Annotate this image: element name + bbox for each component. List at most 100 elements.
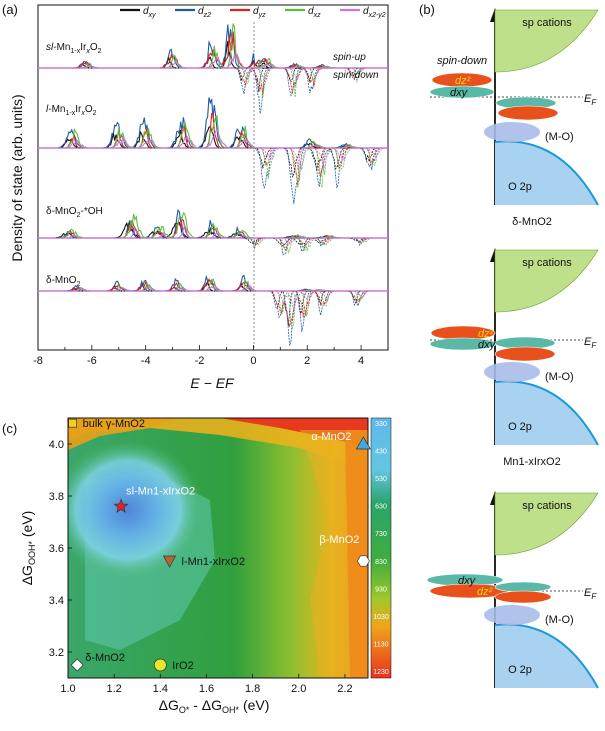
pdos-down-1-dyz [38,147,388,187]
o2p-label: O 2p [508,664,532,676]
o2p-label: O 2p [508,421,532,433]
pdos-x-ticks: -8 -6 -4 -2 0 2 4 [33,345,389,367]
heatmap-orange-right [345,430,368,678]
contour-point-label-4: β-MnO2 [319,534,359,546]
material-label: δ-MnO2 [512,216,552,228]
sp-cation-band [494,249,599,313]
stack-label-2: δ-MnO2-*OH [46,206,103,219]
pdos-tick-label: 4 [358,355,364,367]
legend-label-dx2y2: dx2-y2 [363,6,386,19]
pdos-down-3-dxz [38,290,388,329]
colorbar-tick-label: 330 [375,421,387,428]
sp-band-label: sp cations [522,17,572,29]
contour-points: bulk γ-MnO2 α-MnO2 sl-Mn1-xIrxO2 l-Mn1-xIrx… [68,418,371,672]
pdos-stack-labels: sl-Mn1-xIrxO2 l-Mn1-xIrxO2 δ-MnO2-*OH δ-MnO… [46,42,103,288]
contour-y-axis-label: ΔGOOH* (eV) [19,511,37,586]
pdos-down-3-dyz [38,290,388,328]
colorbar-tick-label: 1130 [373,641,388,648]
fermi-level-label: EF [584,336,597,350]
dxy-level-2 [494,581,552,593]
contour-x-tick-label: 1.2 [107,683,122,695]
dz2-label: dz² [478,328,494,340]
dz2-level-3 [497,105,559,121]
contour-point-label-6: IrO2 [172,660,193,672]
colorbar-tick-label: 830 [375,559,387,566]
heatmap-orange-left [68,418,180,450]
o2p-band [495,624,598,688]
dz2-label: dz² [455,75,471,87]
o2p-band [495,381,598,445]
legend-label-dyz: dyz [253,6,266,19]
pdos-frame [37,4,389,351]
dz2-level-3 [494,590,552,604]
pdos-down-3-dz2 [38,290,388,346]
pdos-xlabel-text: E − EF [190,375,235,391]
fermi-level-label: EF [584,93,597,107]
m-o-band [484,122,540,142]
pdos-down-1-dxz [38,147,388,188]
legend-label-dxy: dxy [143,6,156,19]
m-o-band [484,605,540,625]
stack-label-1: l-Mn1-xIrxO2 [46,104,97,117]
pdos-down-0-dx2y2 [38,67,388,81]
sp-cation-band [494,492,599,556]
pdos-y-axis-label: Density of state (arb. units) [9,94,25,261]
sp-cation-band [494,9,599,73]
pdos-tick-label: -4 [141,355,151,367]
dz2-label: dz² [477,586,493,598]
contour-point-label-0: bulk γ-MnO2 [83,418,145,430]
contour-x-tick-label: 1.4 [153,683,168,695]
sp-band-label: sp cations [522,257,572,269]
pdos-up-3-dz2 [38,274,388,292]
colorbar-tick-label: 630 [375,504,387,511]
contour-ticks: 1.0 1.2 1.4 1.6 1.8 2.0 2.2 3.2 3.4 3.6 3.8 4.0 [49,439,353,695]
contour-y-tick-label: 3.2 [49,647,64,659]
pdos-curves [38,23,388,346]
pdos-down-2-dxy [38,237,388,247]
contour-marker-6 [153,658,167,672]
m-o-label: (M-O) [545,131,574,143]
dz2-level-3 [494,346,556,362]
pdos-legend: dxy dz2 dyz dxz dx2-y2 [120,6,386,19]
pdos-tick-label: -2 [195,355,205,367]
m-o-band [484,362,540,382]
spin-down-label: spin-down [437,55,487,67]
contour-y-tick-label: 3.6 [49,543,64,555]
legend-label-dz2: dz2 [198,6,211,19]
colorbar-tick-label: 930 [375,586,387,593]
colorbar-tick-label: 1030 [373,614,389,621]
contour-marker-1 [355,436,371,450]
pdos-tick-label: -6 [87,355,97,367]
panel-label-b: (b) [419,2,435,17]
pdos-down-2-dyz [38,237,388,252]
colorbar-tick-label: 730 [375,531,387,538]
contour-marker-3 [162,555,177,568]
colorbar-ticks: 330 430 530 630 730 830 930 1030 1130 1230 [373,421,389,676]
dxy-label: dxy [450,87,469,99]
pdos-tick-label: 0 [250,355,256,367]
pdos-x-axis-label: E − EF [190,375,235,391]
heatmap-red-corner [220,418,368,448]
pdos-down-2-dxz [38,237,388,254]
contour-x-tick-label: 1.0 [60,683,75,695]
pdos-tick-label: -8 [33,355,43,367]
heatmap-blue-spot [68,440,203,580]
contour-x-tick-label: 2.0 [291,683,306,695]
pdos-up-2-dyz [38,218,388,239]
dxy-label: dxy [478,339,497,351]
contour-marker-0 [68,418,77,428]
legend-label-dxz: dxz [308,6,321,19]
contour-heatmap [68,418,368,678]
m-o-label: (M-O) [545,614,574,626]
pdos-down-1-dx2y2 [38,147,388,170]
pdos-panel: dxy dz2 dyz dxz dx2-y2 sl-Mn1-xIrxO2 l-Mn1-xI… [9,4,389,391]
contour-y-tick-label: 3.8 [49,491,64,503]
watermark: 知乎 @水氧电 [478,706,560,722]
contour-point-label-2: sl-Mn1-xIrxO2 [126,485,195,497]
pdos-down-3-dxy [38,290,388,326]
contour-x-tick-label: 1.8 [245,683,260,695]
pdos-down-2-dx2y2 [38,237,388,245]
